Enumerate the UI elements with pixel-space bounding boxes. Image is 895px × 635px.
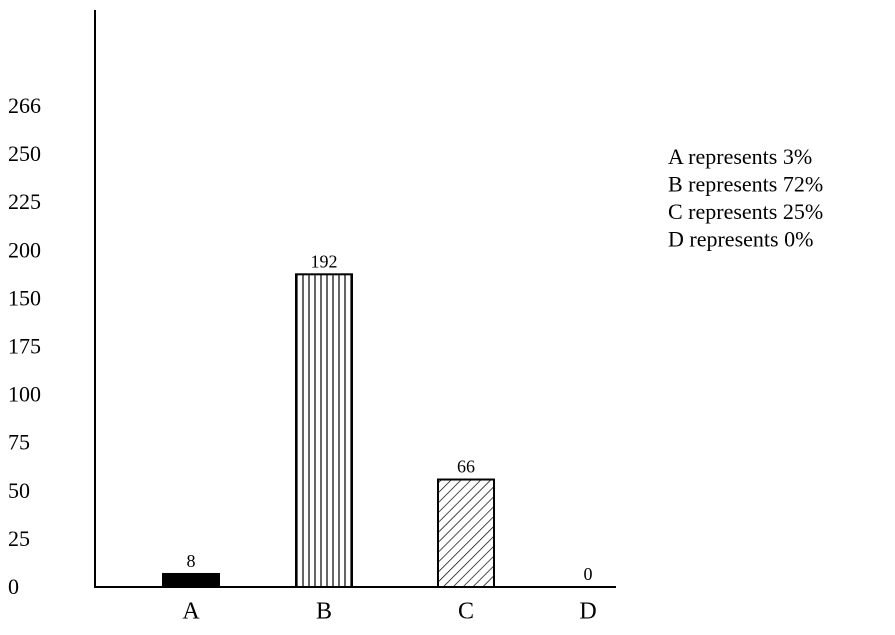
bar [295, 273, 353, 588]
value-label: 0 [584, 564, 593, 584]
value-label: 8 [187, 551, 196, 571]
y-axis-label: 266 [8, 93, 41, 118]
annotation: B represents 72% [668, 172, 823, 197]
annotation: D represents 0% [668, 227, 813, 252]
y-axis-label: 50 [8, 478, 30, 503]
x-tick-label: C [458, 599, 474, 625]
value-label: 66 [457, 457, 475, 477]
y-axis-label: 250 [8, 141, 41, 166]
y-axis-label: 175 [8, 334, 41, 359]
y-axis-label: 225 [8, 189, 41, 214]
bar [162, 572, 220, 589]
y-axis-label: 150 [8, 285, 41, 310]
y-axis-label: 200 [8, 237, 41, 262]
y-axis-label: 75 [8, 430, 30, 455]
y-axis-label: 100 [8, 382, 41, 407]
y-axis-label: 0 [8, 574, 19, 599]
value-label: 192 [311, 251, 338, 271]
y-axis-label: 25 [8, 526, 30, 551]
annotation: A represents 3% [668, 144, 812, 169]
annotation: C represents 25% [668, 199, 823, 224]
x-tick-label: D [579, 599, 596, 625]
bar [437, 478, 495, 588]
x-tick-label: B [316, 599, 332, 625]
x-tick-label: A [182, 599, 200, 625]
